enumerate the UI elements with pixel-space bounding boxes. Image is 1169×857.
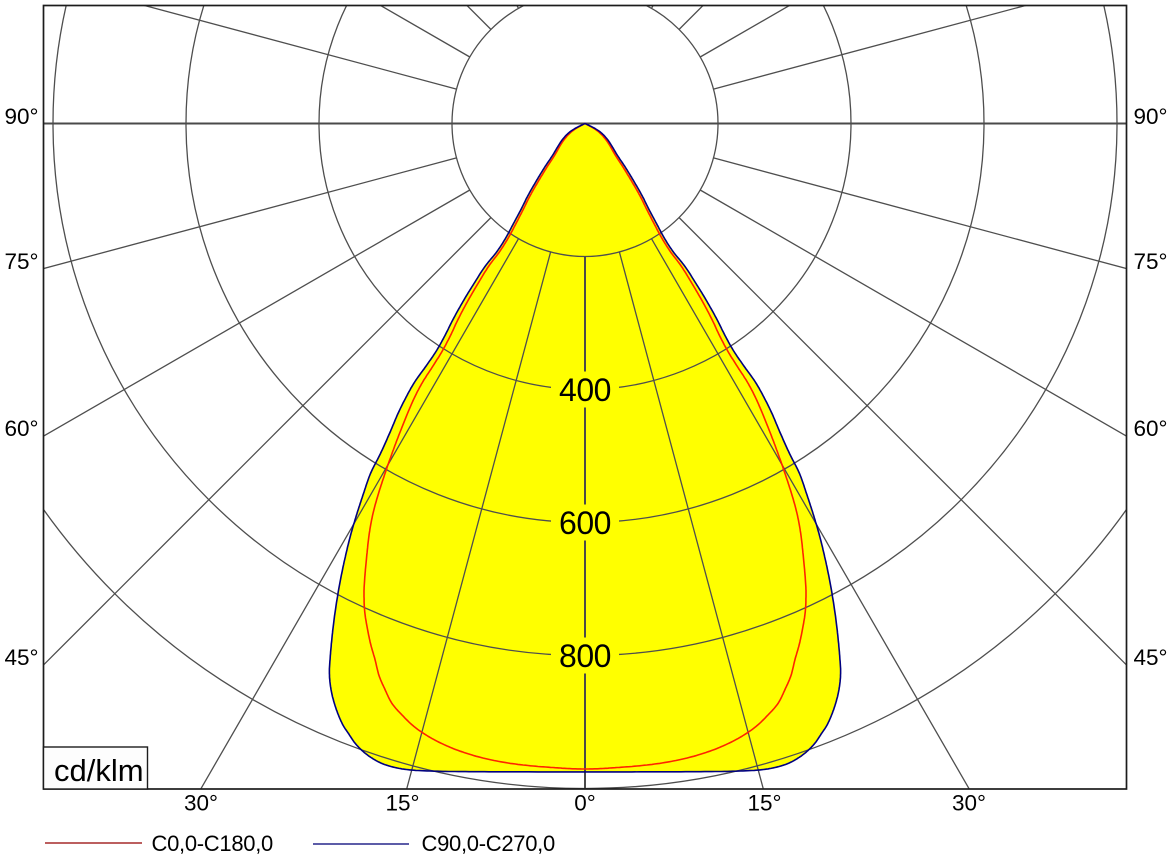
svg-text:C0,0-C180,0: C0,0-C180,0 xyxy=(152,831,274,856)
svg-text:0°: 0° xyxy=(574,791,596,816)
svg-text:800: 800 xyxy=(559,638,611,674)
svg-text:75°: 75° xyxy=(1134,249,1168,274)
svg-text:15°: 15° xyxy=(385,791,419,816)
svg-text:60°: 60° xyxy=(4,416,38,441)
svg-text:75°: 75° xyxy=(4,249,38,274)
svg-text:45°: 45° xyxy=(1134,645,1168,670)
svg-text:C90,0-C270,0: C90,0-C270,0 xyxy=(422,831,555,856)
svg-text:45°: 45° xyxy=(4,645,38,670)
svg-text:30°: 30° xyxy=(184,791,218,816)
svg-text:30°: 30° xyxy=(952,791,986,816)
svg-text:90°: 90° xyxy=(1134,104,1168,129)
svg-text:400: 400 xyxy=(559,372,611,408)
svg-text:600: 600 xyxy=(559,505,611,541)
svg-text:15°: 15° xyxy=(747,791,781,816)
svg-text:90°: 90° xyxy=(4,104,38,129)
svg-text:60°: 60° xyxy=(1134,416,1168,441)
svg-text:cd/klm: cd/klm xyxy=(54,753,144,788)
